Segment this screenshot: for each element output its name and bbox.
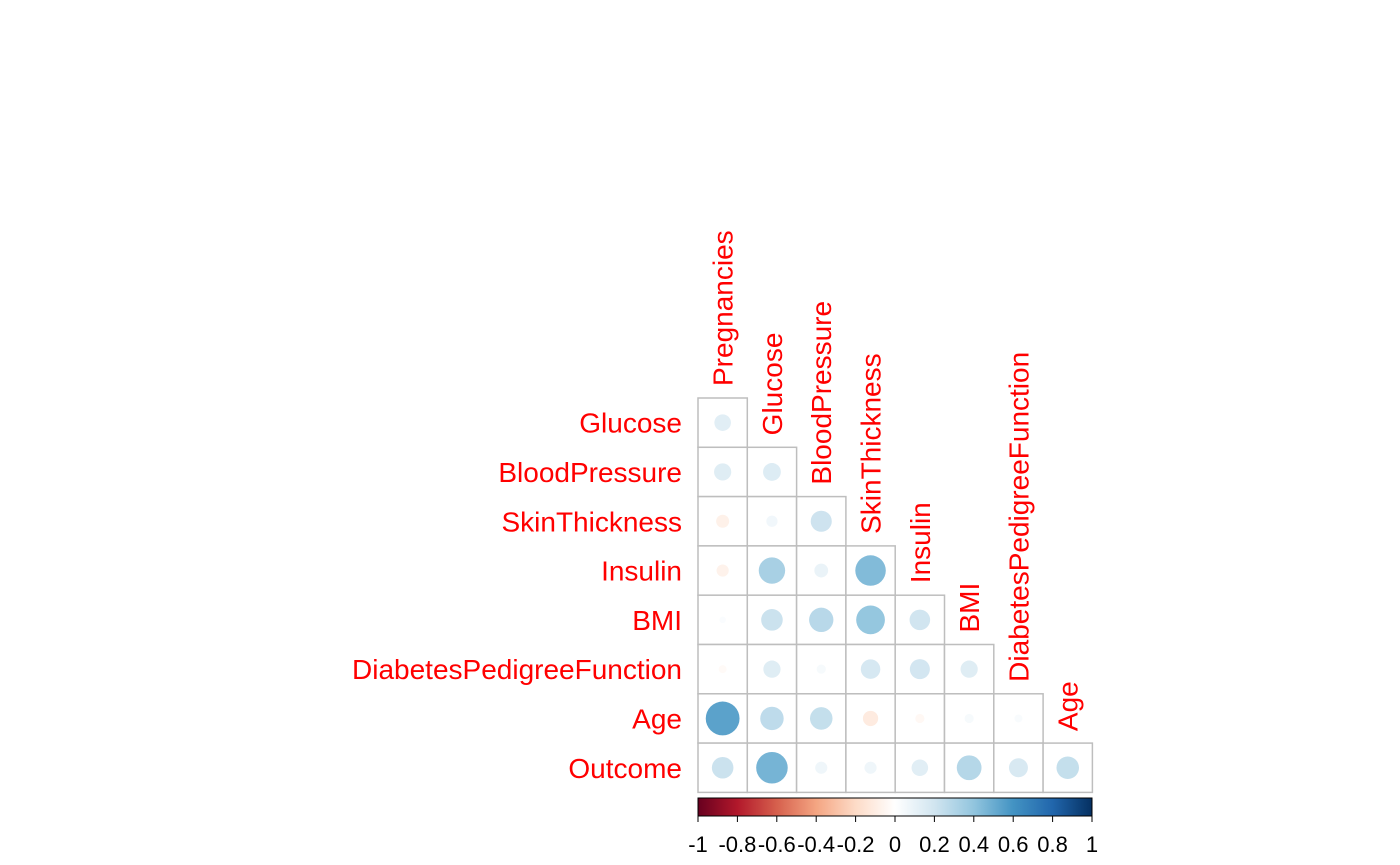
colorbar-tick-label: 0 — [889, 832, 901, 857]
correlation-circle — [716, 514, 730, 528]
correlation-circle — [809, 607, 834, 633]
correlation-circle — [705, 701, 740, 736]
correlation-circle — [856, 605, 885, 635]
column-label: Age — [1053, 681, 1084, 731]
correlation-circle — [714, 463, 732, 481]
row-label: SkinThickness — [501, 506, 682, 537]
colorbar-tick-label: -1 — [688, 832, 708, 857]
correlation-circle — [855, 555, 886, 586]
correlation-circle — [766, 515, 778, 527]
correlation-circle — [814, 563, 829, 578]
correlation-circle — [714, 414, 731, 431]
correlation-circle — [915, 713, 925, 724]
correlation-circle — [816, 664, 826, 674]
row-label: Outcome — [568, 753, 682, 784]
colorbar-tick-label: 1 — [1086, 832, 1098, 857]
color-legend: -1 -0.8 -0.6 -0.4 -0.2 0 0.2 0.4 0.6 0.8 1 — [688, 797, 1098, 857]
correlation-circle — [763, 463, 781, 481]
colorbar-tick-label: -0.4 — [797, 832, 835, 857]
grid-cell — [993, 693, 1044, 744]
grid-cell — [1042, 742, 1094, 794]
column-label: DiabetesPedigreeFunction — [1003, 352, 1034, 682]
correlation-circle — [756, 751, 788, 784]
colorbar-tick-label: -0.2 — [837, 832, 875, 857]
correlation-circle — [860, 659, 881, 679]
correlation-circle — [760, 706, 784, 731]
column-label: Glucose — [757, 333, 788, 436]
colorbar-tick-label: 0.2 — [919, 832, 950, 857]
correlation-circle — [761, 609, 783, 631]
correlation-circle — [911, 759, 929, 777]
colorbar-tick-label: 0.6 — [998, 832, 1029, 857]
correlation-circle — [1014, 714, 1023, 723]
column-label: Pregnancies — [708, 230, 739, 386]
colorbar-tick-label: -0.8 — [718, 832, 756, 857]
correlation-circle — [862, 710, 879, 727]
correlation-circle — [810, 510, 832, 532]
row-label: BMI — [632, 605, 682, 636]
correlation-circle — [960, 660, 978, 678]
correlation-circle — [1008, 758, 1028, 778]
correlation-circle — [964, 713, 974, 724]
grid-cell — [894, 594, 946, 646]
correlation-grid — [697, 397, 1094, 794]
colorbar-gradient — [697, 797, 1093, 817]
correlation-circle — [956, 755, 982, 781]
correlation-circle — [864, 761, 877, 774]
row-label: Insulin — [601, 556, 682, 587]
correlation-circle — [1056, 756, 1080, 780]
correlation-circle — [758, 557, 786, 584]
grid-cell — [845, 693, 896, 744]
column-label: SkinThickness — [856, 353, 887, 534]
row-label: DiabetesPedigreeFunction — [352, 654, 682, 685]
correlation-circle — [719, 616, 726, 624]
correlation-circle — [815, 761, 828, 774]
correlation-circle — [718, 665, 727, 674]
correlation-circle — [809, 707, 833, 730]
row-label: BloodPressure — [498, 457, 682, 488]
column-label: Insulin — [905, 502, 936, 583]
column-label: BloodPressure — [806, 301, 837, 485]
colorbar-tick-label: -0.6 — [758, 832, 796, 857]
row-labels: Glucose BloodPressure SkinThickness Insulin… — [352, 408, 682, 784]
colorbar-tick-label: 0.8 — [1037, 832, 1068, 857]
correlation-circle — [909, 609, 931, 631]
column-label: BMI — [954, 583, 985, 633]
correlation-circle — [763, 660, 781, 678]
row-label: Age — [632, 703, 682, 734]
correlation-circle — [711, 756, 734, 779]
row-label: Glucose — [579, 408, 682, 439]
colorbar-tick-label: 0.4 — [959, 832, 990, 857]
column-labels: Pregnancies Glucose BloodPressure SkinThick… — [708, 230, 1084, 731]
correlation-circle — [909, 659, 930, 680]
correlation-circle — [716, 564, 729, 577]
